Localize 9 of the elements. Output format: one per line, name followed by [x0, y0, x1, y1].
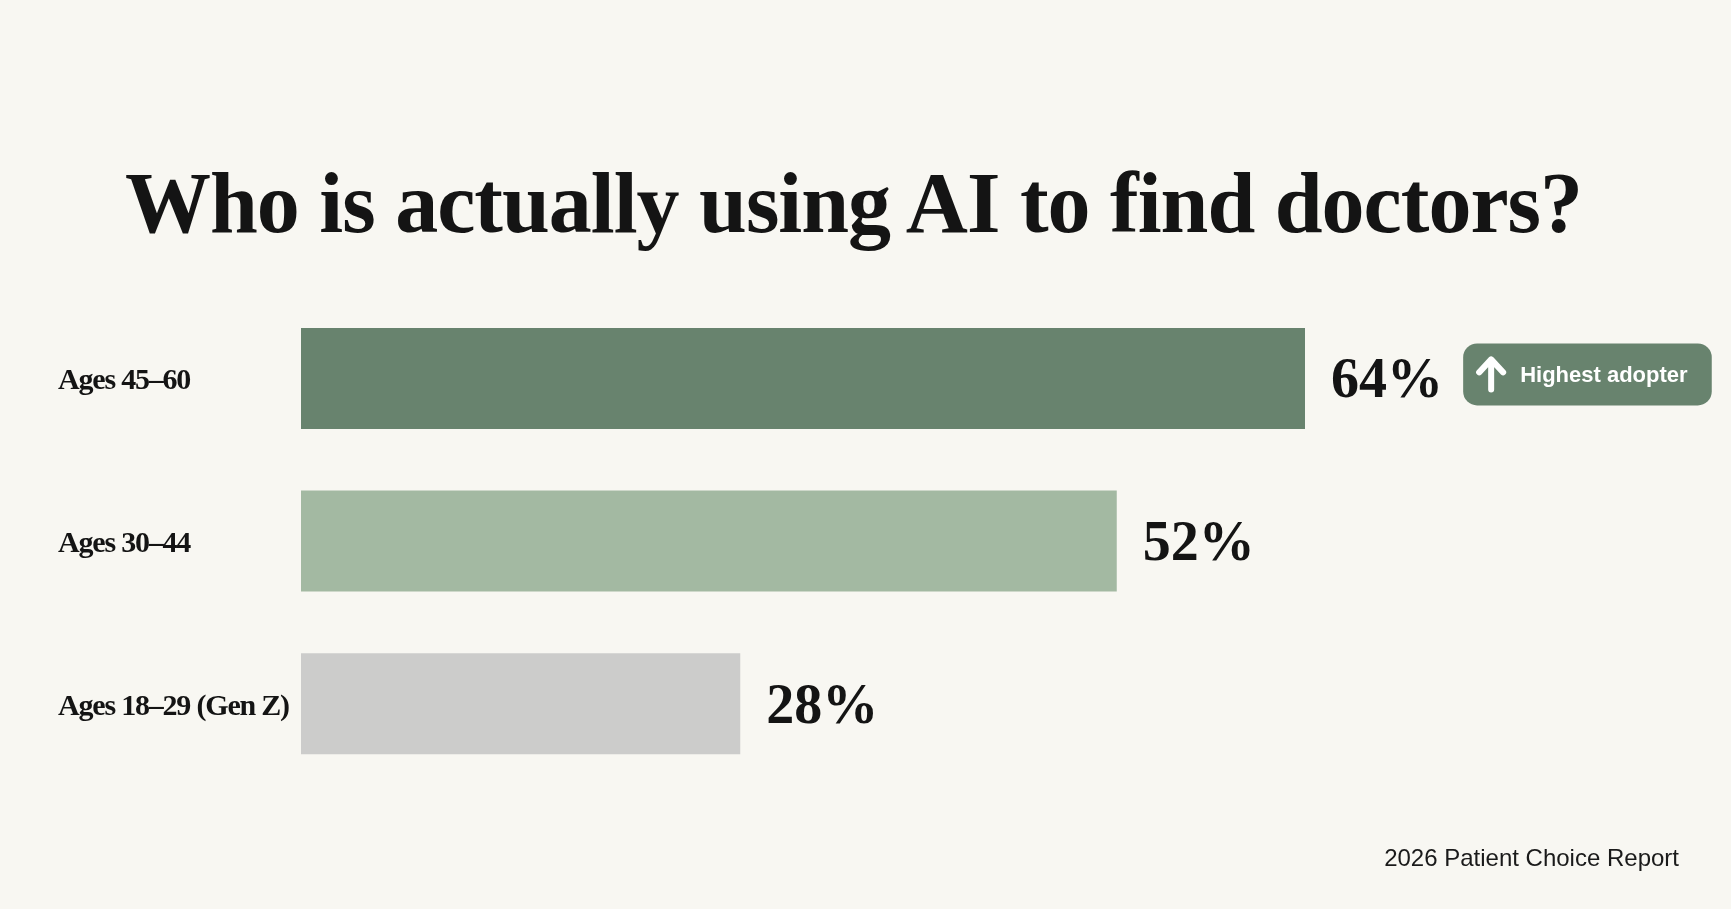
y-tick-label: Ages 30–44: [58, 524, 192, 558]
text: Highest adopter: [1520, 361, 1689, 387]
data-label: 64%: [1331, 347, 1443, 410]
text: 2026 Patient Choice Report: [1384, 844, 1679, 872]
data-label: 52%: [1142, 510, 1255, 573]
y-tick-label: Ages 45–60: [58, 361, 191, 395]
y-tick-label: Ages 18–29 (Gen Z): [58, 687, 290, 722]
chart-title: Who is actually using AI to find doctors?: [123, 155, 1584, 251]
data-label: 28%: [766, 672, 879, 735]
